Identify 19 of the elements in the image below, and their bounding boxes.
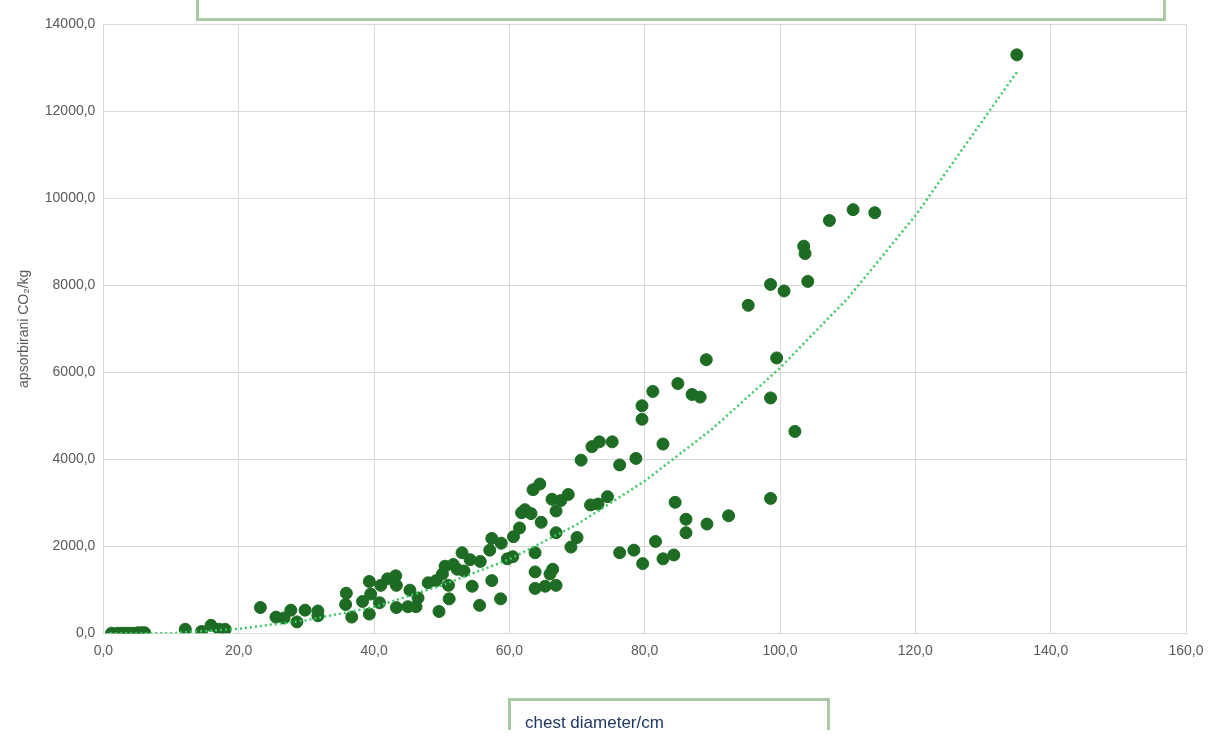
x-tick-label: 80,0 (631, 642, 659, 659)
y-tick-label: 4000,0 (52, 450, 96, 467)
y-tick-label: 10000,0 (44, 189, 96, 206)
x-tick-label: 120,0 (897, 642, 934, 659)
x-tick-label: 160,0 (1168, 642, 1204, 659)
y-tick-label: 12000,0 (44, 102, 96, 119)
x-tick-label: 100,0 (762, 642, 798, 659)
x-tick-label: 40,0 (360, 642, 388, 659)
x-tick-label: 20,0 (225, 642, 253, 659)
y-tick-label: 8000,0 (52, 276, 96, 293)
x-tick-label: 60,0 (495, 642, 524, 659)
y-axis-title: apsorbirani CO₂/kg (15, 269, 32, 388)
y-tick-label: 2000,0 (52, 537, 96, 554)
x-axis-title: chest diameter/cm (525, 713, 664, 732)
x-tick-label: 0,0 (93, 642, 114, 659)
x-tick-label: 140,0 (1033, 642, 1069, 659)
y-tick-label: 6000,0 (52, 363, 96, 380)
y-tick-label: 14000,0 (44, 15, 96, 32)
y-tick-label: 0,0 (75, 624, 96, 641)
